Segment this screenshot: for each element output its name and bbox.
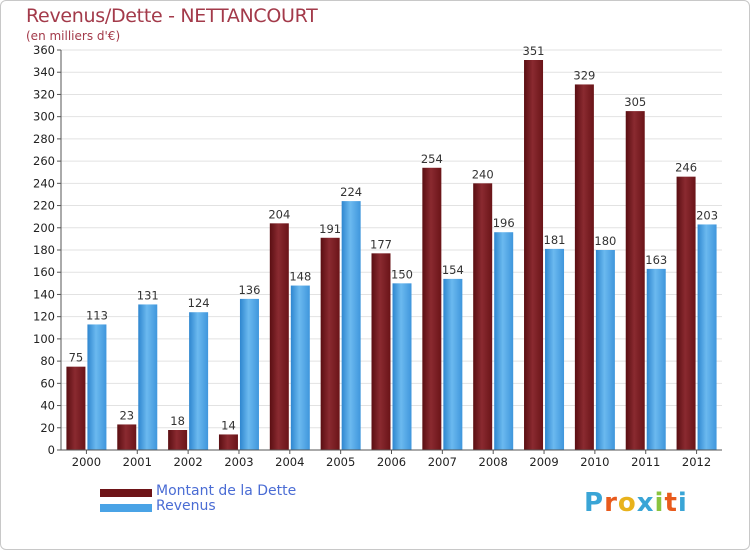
data-label-revenue: 131 xyxy=(137,288,159,302)
bar-revenue xyxy=(189,312,209,450)
y-tick-label: 80 xyxy=(40,354,55,368)
chart-title: Revenus/Dette - NETTANCOURT xyxy=(26,5,318,27)
x-tick-label: 2003 xyxy=(224,455,253,469)
y-tick-label: 120 xyxy=(33,310,55,324)
y-tick-label: 280 xyxy=(33,132,55,146)
bar-debt xyxy=(371,253,391,450)
bar-debt xyxy=(625,111,645,450)
logo-letter: x xyxy=(636,488,655,518)
logo-letter: P xyxy=(584,488,605,518)
logo-letter: i xyxy=(677,488,688,518)
x-tick-label: 2010 xyxy=(580,455,609,469)
bar-revenue xyxy=(697,224,717,450)
data-label-debt: 329 xyxy=(573,68,595,82)
x-tick-label: 2004 xyxy=(275,455,304,469)
x-tick-label: 2008 xyxy=(479,455,508,469)
bar-revenue xyxy=(646,268,666,450)
x-tick-label: 2012 xyxy=(682,455,711,469)
y-tick-label: 160 xyxy=(33,265,55,279)
data-label-debt: 23 xyxy=(119,408,134,422)
bar-revenue xyxy=(595,250,615,450)
data-label-debt: 305 xyxy=(624,95,646,109)
bar-revenue xyxy=(290,285,310,450)
legend-label-debt: Montant de la Dette xyxy=(156,483,297,499)
y-tick-label: 20 xyxy=(40,421,55,435)
legend-swatch-debt xyxy=(100,489,152,497)
chart-subtitle: (en milliers d'€) xyxy=(26,29,121,43)
bar-revenue xyxy=(341,201,361,450)
x-tick-label: 2009 xyxy=(529,455,558,469)
bar-debt xyxy=(676,176,696,450)
bar-revenue xyxy=(443,278,463,450)
x-tick-label: 2011 xyxy=(631,455,660,469)
bar-debt xyxy=(269,223,289,450)
x-tick-label: 2001 xyxy=(123,455,152,469)
logo-letter: t xyxy=(664,488,678,518)
bar-debt xyxy=(218,434,238,450)
x-tick-label: 2005 xyxy=(326,455,355,469)
y-tick-label: 180 xyxy=(33,243,55,257)
bar-debt xyxy=(66,366,86,450)
data-label-revenue: 180 xyxy=(594,234,616,248)
y-tick-label: 200 xyxy=(33,221,55,235)
data-label-debt: 191 xyxy=(319,222,341,236)
data-label-revenue: 148 xyxy=(289,270,311,284)
y-tick-label: 220 xyxy=(33,199,55,213)
bar-debt xyxy=(320,237,340,450)
data-label-revenue: 124 xyxy=(188,296,210,310)
bar-revenue xyxy=(545,248,565,450)
y-tick-label: 0 xyxy=(48,443,55,457)
legend-swatch-revenue xyxy=(100,504,152,512)
data-label-debt: 246 xyxy=(675,161,697,175)
x-tick-label: 2006 xyxy=(377,455,406,469)
bar-revenue xyxy=(138,304,158,450)
y-tick-label: 300 xyxy=(33,110,55,124)
y-tick-label: 360 xyxy=(33,43,55,57)
data-label-revenue: 203 xyxy=(696,208,718,222)
data-label-debt: 75 xyxy=(69,351,84,365)
data-label-debt: 14 xyxy=(221,418,236,432)
bar-revenue xyxy=(87,324,107,450)
bar-debt xyxy=(473,183,493,451)
bar-revenue xyxy=(494,232,514,450)
logo-letter: i xyxy=(654,488,665,518)
data-label-revenue: 181 xyxy=(544,233,566,247)
data-label-debt: 177 xyxy=(370,237,392,251)
y-tick-label: 320 xyxy=(33,87,55,101)
x-tick-label: 2007 xyxy=(428,455,457,469)
data-label-revenue: 196 xyxy=(493,216,515,230)
data-label-revenue: 154 xyxy=(442,263,464,277)
bar-debt xyxy=(117,424,137,450)
data-label-revenue: 136 xyxy=(238,283,260,297)
data-label-debt: 240 xyxy=(472,167,494,181)
data-label-debt: 351 xyxy=(523,44,545,58)
data-label-revenue: 150 xyxy=(391,267,413,281)
y-tick-label: 140 xyxy=(33,287,55,301)
data-label-debt: 18 xyxy=(170,414,185,428)
bar-debt xyxy=(168,430,188,450)
bar-debt xyxy=(422,167,442,450)
y-tick-label: 40 xyxy=(40,399,55,413)
data-label-revenue: 163 xyxy=(645,253,667,267)
data-label-debt: 204 xyxy=(268,207,290,221)
legend-label-revenue: Revenus xyxy=(156,498,216,514)
y-tick-label: 60 xyxy=(40,376,55,390)
y-tick-label: 100 xyxy=(33,332,55,346)
data-label-revenue: 113 xyxy=(86,308,108,322)
y-tick-label: 240 xyxy=(33,176,55,190)
data-label-revenue: 224 xyxy=(340,185,362,199)
bar-debt xyxy=(574,84,594,450)
bar-revenue xyxy=(239,298,259,450)
y-tick-label: 260 xyxy=(33,154,55,168)
proxiti-logo: Proxiti xyxy=(584,488,688,518)
x-tick-label: 2002 xyxy=(173,455,202,469)
data-label-debt: 254 xyxy=(421,152,443,166)
y-tick-label: 340 xyxy=(33,65,55,79)
bar-debt xyxy=(524,60,544,450)
x-tick-label: 2000 xyxy=(72,455,101,469)
bar-revenue xyxy=(392,283,412,450)
logo-letter: r xyxy=(604,488,618,518)
logo-letter: o xyxy=(617,488,637,518)
